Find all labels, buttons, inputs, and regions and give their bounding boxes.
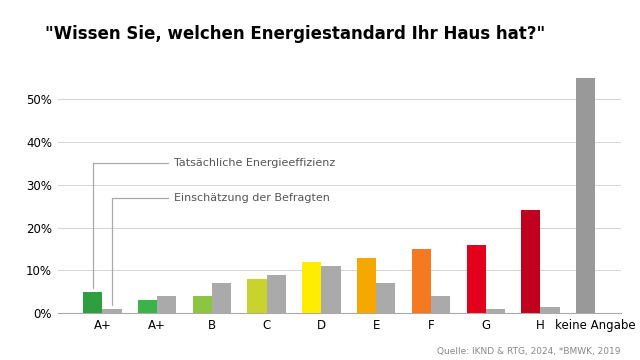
Bar (248, 279, 267, 313)
Text: "Wissen Sie, welchen Energiestandard Ihr Haus hat?": "Wissen Sie, welchen Energiestandard Ihr… (45, 25, 545, 43)
Bar (431, 296, 450, 313)
Bar (212, 283, 231, 313)
Bar (467, 245, 486, 313)
Bar (357, 257, 376, 313)
Bar (302, 262, 321, 313)
Bar (193, 296, 212, 313)
Bar (321, 266, 340, 313)
Bar (376, 283, 396, 313)
Bar (521, 210, 540, 313)
Bar (157, 296, 176, 313)
Bar (412, 249, 431, 313)
Bar (540, 307, 559, 313)
Text: Tatsächliche Energieeffizienz: Tatsächliche Energieeffizienz (93, 158, 335, 288)
Bar (83, 292, 102, 313)
Text: Quelle: IKND & RTG, 2024, *BMWK, 2019: Quelle: IKND & RTG, 2024, *BMWK, 2019 (437, 347, 621, 356)
Bar (267, 275, 286, 313)
Bar (138, 300, 157, 313)
Bar (102, 309, 122, 313)
Text: Einschätzung der Befragten: Einschätzung der Befragten (112, 193, 330, 305)
Bar (576, 78, 595, 313)
Bar (486, 309, 505, 313)
